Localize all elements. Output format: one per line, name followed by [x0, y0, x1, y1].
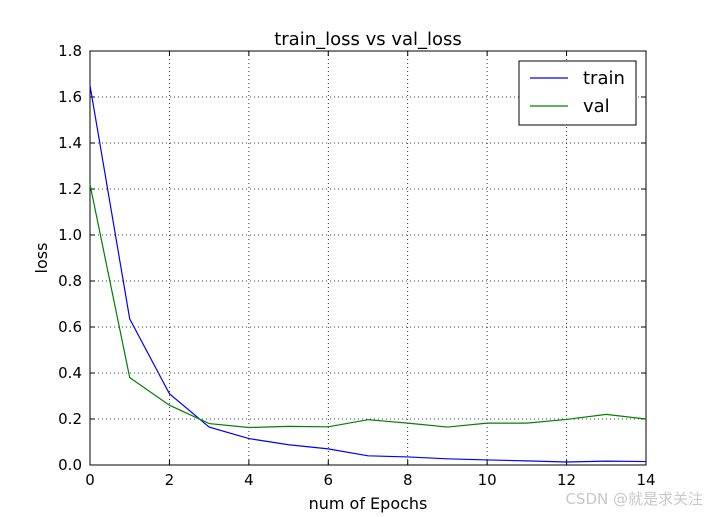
y-axis-label: loss: [32, 243, 51, 274]
grid: [90, 51, 646, 465]
y-tick-label: 0.0: [58, 456, 82, 474]
x-tick-label: 6: [324, 471, 334, 489]
x-tick-label: 8: [403, 471, 413, 489]
series-line-val: [89, 184, 647, 429]
x-tick-label: 12: [557, 471, 576, 489]
y-tick-label: 0.4: [58, 364, 82, 382]
series-line-train: [89, 85, 647, 463]
legend-label-val: val: [583, 96, 610, 117]
y-tick-label: 1.6: [58, 88, 82, 106]
x-axis-label: num of Epochs: [309, 494, 428, 513]
y-tick-label: 1.2: [58, 180, 82, 198]
y-tick-label: 1.0: [58, 226, 82, 244]
legend-label-train: train: [583, 68, 625, 89]
y-tick-label: 0.2: [58, 410, 82, 428]
y-tick-label: 1.8: [58, 42, 82, 60]
chart-title: train_loss vs val_loss: [274, 29, 462, 50]
series-lines: [89, 85, 647, 463]
x-tick-label: 4: [244, 471, 254, 489]
axis-ticks: 0 2 4 6 8 10 12 14 0.0 0.2 0.4 0.6 0.8 1.0 1.2 1.4 1.6 1.…: [58, 42, 655, 489]
y-tick-label: 0.8: [58, 272, 82, 290]
x-tick-label: 2: [165, 471, 175, 489]
y-tick-label: 1.4: [58, 134, 82, 152]
x-tick-label: 0: [85, 471, 95, 489]
x-tick-label: 14: [636, 471, 655, 489]
plot-area-frame: [89, 50, 647, 466]
watermark: CSDN @就是求关注: [565, 490, 703, 508]
legend: train val: [518, 60, 637, 126]
y-tick-label: 0.6: [58, 318, 82, 336]
legend-box: [518, 60, 637, 126]
x-tick-label: 10: [478, 471, 497, 489]
